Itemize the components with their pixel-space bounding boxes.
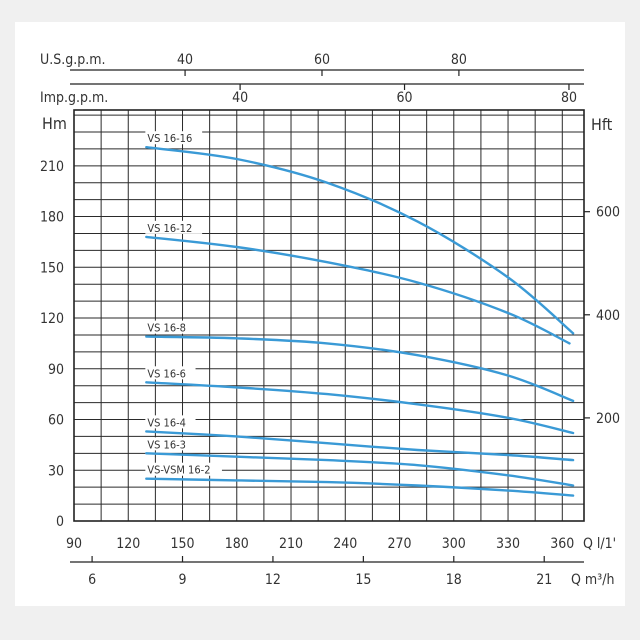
series-label-bg <box>145 437 196 451</box>
x-tick-label: 330 <box>496 536 520 552</box>
x-tick-label: 270 <box>388 536 412 552</box>
pump-performance-chart: 90 120 150 180 210 240 270 300 330 360 0 30 60 90 120 1… <box>40 52 620 588</box>
imp-gpm-tick-label: 80 <box>561 90 577 106</box>
x-tick-label: 300 <box>442 536 466 552</box>
series-label-bg <box>145 220 203 234</box>
series-label-vs-16-12: VS 16-12 <box>147 222 192 235</box>
curve-vs-16-16 <box>145 146 575 335</box>
curve-vs-16-12 <box>145 235 571 345</box>
y-right-tick-label: 600 <box>596 205 620 221</box>
us-gpm-tick-label: 60 <box>314 52 330 68</box>
series-label-vs-16-6: VS 16-6 <box>147 367 186 380</box>
grid-layer <box>73 109 585 522</box>
us-gpm-axis-label: U.S.g.p.m. <box>40 52 105 68</box>
series-label-bg <box>145 415 196 429</box>
imp-gpm-axis-label: Imp.g.p.m. <box>40 90 108 106</box>
y-right-tick-label: 200 <box>596 411 620 427</box>
x-tick-label: 360 <box>550 536 574 552</box>
curve-vs-16-6 <box>145 381 575 435</box>
series-label-bg <box>145 366 196 380</box>
x-tick-label: 210 <box>279 536 303 552</box>
series-label-vs-16-8: VS 16-8 <box>147 322 186 335</box>
y-axis-label-feet: Hft <box>591 115 613 134</box>
y-tick-label: 180 <box>40 210 64 226</box>
y-tick-label: 60 <box>48 413 64 429</box>
curve-vs-16-3 <box>145 452 575 487</box>
curve-vs-16-8 <box>145 335 575 403</box>
m3h-tick-label: 12 <box>265 572 281 588</box>
x-tick-label: 240 <box>333 536 357 552</box>
x-tick-label: 90 <box>66 536 82 552</box>
series-label-bg <box>145 462 222 476</box>
curves-layer <box>145 146 575 497</box>
y-tick-label: 120 <box>40 311 64 327</box>
m3h-tick-label: 15 <box>355 572 371 588</box>
m3h-tick-label: 18 <box>446 572 462 588</box>
y-right-tick-label: 400 <box>596 308 620 324</box>
series-label-bg <box>145 320 196 334</box>
y-tick-label: 210 <box>40 159 64 175</box>
x-tick-label: 120 <box>116 536 140 552</box>
plot-frame <box>73 109 585 522</box>
axes-layer <box>70 69 590 563</box>
y-tick-label: 150 <box>40 260 64 276</box>
series-label-vs-16-16: VS 16-16 <box>147 132 192 145</box>
curve-vs-16-4 <box>145 430 575 462</box>
curve-vs-vsm-16-2 <box>145 477 575 497</box>
x-tick-label: 150 <box>170 536 194 552</box>
y-tick-label: 90 <box>48 362 64 378</box>
m3h-tick-label: 21 <box>536 572 552 588</box>
x-axis-label-lpm: Q l/1' <box>583 536 616 552</box>
series-label-bg <box>145 131 203 145</box>
y-tick-label: 0 <box>56 514 64 530</box>
us-gpm-tick-label: 40 <box>177 52 193 68</box>
chart-panel: 90 120 150 180 210 240 270 300 330 360 0 30 60 90 120 1… <box>15 22 625 606</box>
x-axis-label-m3h: Q m³/h <box>571 572 614 588</box>
series-label-vs-16-4: VS 16-4 <box>147 416 186 429</box>
series-label-vs-vsm-16-2: VS-VSM 16-2 <box>147 464 210 477</box>
labels-layer: 90 120 150 180 210 240 270 300 330 360 0 30 60 90 120 1… <box>40 52 620 588</box>
x-tick-label: 180 <box>225 536 249 552</box>
us-gpm-tick-label: 80 <box>451 52 467 68</box>
imp-gpm-tick-label: 40 <box>232 90 248 106</box>
imp-gpm-tick-label: 60 <box>397 90 413 106</box>
m3h-tick-label: 9 <box>179 572 187 588</box>
y-axis-label-meters: Hm <box>42 114 67 133</box>
series-label-vs-16-3: VS 16-3 <box>147 438 186 451</box>
m3h-tick-label: 6 <box>88 572 96 588</box>
y-tick-label: 30 <box>48 463 64 479</box>
